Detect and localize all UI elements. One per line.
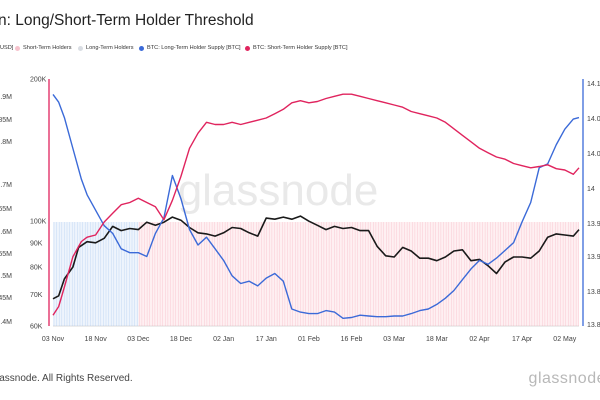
left-tick-label: 1.85M (0, 117, 12, 124)
left-tick-label: 1.65M (0, 206, 12, 213)
x-tick-label: 18 Dec (170, 336, 193, 343)
left-tick-label: 1.9M (0, 94, 12, 101)
copyright-footer: lassnode. All Rights Reserved. (0, 373, 133, 384)
x-tick-label: 01 Feb (298, 336, 320, 343)
legend-dot-icon (78, 45, 83, 51)
left-tick-label: 1.8M (0, 139, 12, 146)
x-tick-label: 03 Mar (383, 336, 405, 343)
legend-dot-icon (15, 45, 20, 51)
series-line-2 (52, 93, 580, 316)
watermark-text: glassnode (178, 166, 379, 215)
x-tick-label: 17 Jan (256, 336, 277, 343)
right-tick-label: 13.8 (587, 322, 600, 329)
x-tick-label: 03 Nov (42, 336, 65, 343)
x-tick-label: 18 Nov (85, 336, 108, 343)
legend-item-long-term-holders[interactable]: Long-Term Holders (78, 45, 134, 51)
legend-item-short-term-holders[interactable]: Short-Term Holders (15, 45, 72, 51)
x-tick-label: 02 Apr (469, 336, 490, 343)
brand-logo: glassnode (528, 370, 600, 387)
price-tick-label: 200K (30, 77, 47, 84)
right-tick-label: 14.0 (587, 116, 600, 123)
price-tick-label: 60K (30, 324, 43, 331)
legend-label: BTC: Long-Term Holder Supply [BTC] (147, 45, 241, 51)
left-tick-label: 1.7M (0, 182, 12, 189)
right-tick-label: 14.1 (587, 81, 600, 88)
price-tick-label: 90K (30, 240, 43, 247)
x-tick-label: 02 Jan (213, 336, 234, 343)
left-tick-label: 1.5M (0, 273, 12, 280)
right-tick-label: 13.9 (587, 254, 600, 261)
price-tick-label: 70K (30, 292, 43, 299)
price-tick-label: 80K (30, 264, 43, 271)
legend-item-lth-supply[interactable]: BTC: Long-Term Holder Supply [BTC] (139, 45, 241, 51)
legend-label: USD] (0, 45, 14, 51)
left-tick-label: 1.45M (0, 295, 12, 302)
left-tick-label: 1.55M (0, 251, 12, 258)
x-tick-label: 17 Apr (512, 336, 533, 343)
legend-label: BTC: Short-Term Holder Supply [BTC] (253, 45, 348, 51)
right-tick-label: 14.0 (587, 151, 600, 158)
legend-label: Short-Term Holders (23, 45, 72, 51)
left-tick-label: 1.6M (0, 229, 12, 236)
right-tick-label: 13.9 (587, 221, 600, 228)
right-tick-label: 13.8 (587, 289, 600, 296)
x-tick-label: 03 Dec (127, 336, 150, 343)
x-tick-label: 16 Feb (341, 336, 363, 343)
series-line-1 (52, 93, 580, 319)
right-tick-label: 14 (587, 186, 595, 193)
left-tick-label: 1.4M (0, 319, 12, 326)
x-tick-label: 18 Mar (426, 336, 448, 343)
holder-region-bg (138, 222, 579, 326)
legend: USD] Short-Term Holders Long-Term Holder… (0, 45, 600, 57)
series-line-0 (52, 215, 580, 300)
price-tick-label: 100K (30, 219, 47, 226)
chart-title: n: Long/Short-Term Holder Threshold (0, 12, 254, 29)
legend-dot-icon (245, 45, 250, 51)
legend-item-price[interactable]: USD] (0, 45, 13, 51)
legend-dot-icon (139, 45, 144, 51)
legend-label: Long-Term Holders (86, 45, 134, 51)
x-tick-label: 02 May (553, 336, 576, 343)
legend-item-sth-supply[interactable]: BTC: Short-Term Holder Supply [BTC] (245, 45, 348, 51)
